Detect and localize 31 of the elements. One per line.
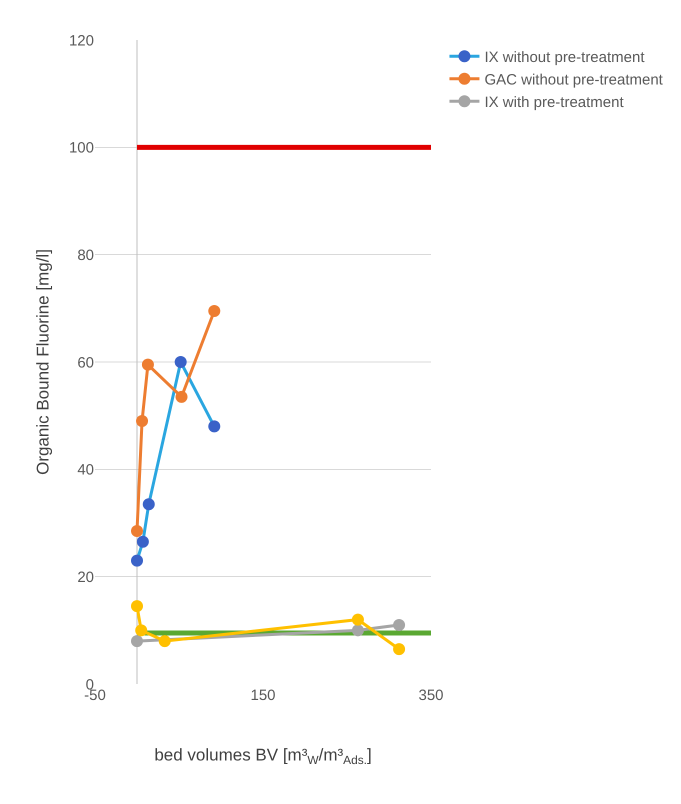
legend-label: IX with pre-treatment bbox=[484, 94, 624, 112]
point bbox=[131, 525, 143, 538]
point bbox=[393, 618, 406, 631]
y-tick-label: 40 bbox=[77, 462, 94, 479]
x-axis-title: bed volumes BV [m³$_{W}$/m³$_{Ads.}$] bbox=[154, 745, 372, 767]
point bbox=[352, 624, 364, 636]
y-tick-label: 80 bbox=[77, 246, 94, 264]
x-tick-label: 350 bbox=[418, 687, 444, 704]
y-tick-label: 20 bbox=[77, 568, 94, 586]
point bbox=[174, 356, 187, 368]
y-tick-label: 100 bbox=[68, 140, 94, 157]
legend-label: GAC without pre-treatment bbox=[484, 72, 664, 89]
point bbox=[131, 635, 143, 648]
point bbox=[136, 415, 148, 428]
point bbox=[135, 624, 148, 636]
point bbox=[208, 420, 220, 432]
point bbox=[142, 358, 154, 371]
x-tick-label: 150 bbox=[250, 687, 276, 704]
point bbox=[158, 635, 171, 648]
point bbox=[131, 554, 143, 567]
y-tick-label: 60 bbox=[77, 354, 94, 372]
point bbox=[131, 600, 143, 612]
y-axis-title: Organic Bound Fluorine [mg/l] bbox=[34, 249, 53, 475]
point bbox=[176, 390, 188, 403]
point bbox=[208, 305, 220, 318]
point bbox=[136, 536, 149, 548]
point bbox=[393, 643, 406, 656]
y-tick-label: 120 bbox=[68, 32, 94, 50]
point bbox=[352, 614, 364, 626]
legend-label: IX without pre-treatment bbox=[484, 49, 646, 66]
point bbox=[142, 498, 155, 510]
